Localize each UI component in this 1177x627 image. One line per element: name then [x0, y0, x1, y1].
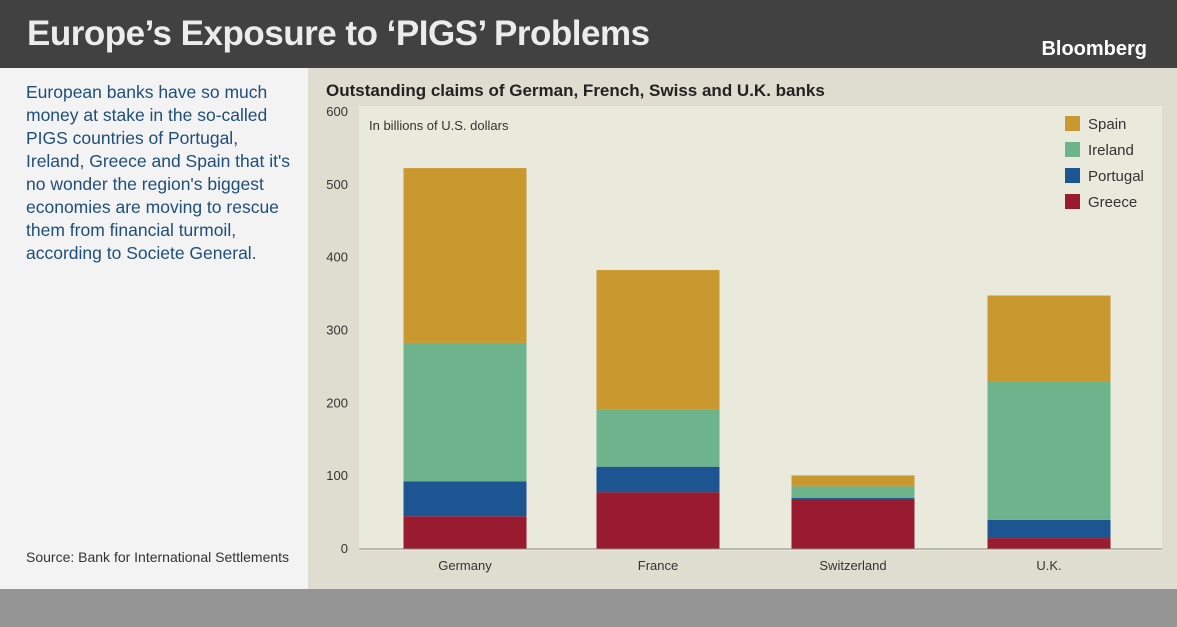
- bar-spain-uk: [987, 295, 1111, 382]
- legend-swatch-greece: [1065, 194, 1080, 209]
- bar-ireland-france: [596, 409, 720, 467]
- brand-logo: Bloomberg: [1041, 38, 1147, 60]
- footer-bar: [0, 589, 1177, 627]
- description-panel: European banks have so much money at sta…: [0, 68, 308, 589]
- legend-label-ireland: Ireland: [1088, 142, 1134, 159]
- source-note: Source: Bank for International Settlemen…: [26, 549, 290, 565]
- y-tick-label: 600: [326, 104, 348, 119]
- bar-ireland-germany: [403, 342, 527, 482]
- legend-label-spain: Spain: [1088, 116, 1126, 133]
- bar-portugal-uk: [987, 519, 1111, 539]
- y-tick-label: 500: [326, 177, 348, 192]
- bar-ireland-switzerland: [791, 486, 915, 499]
- bar-portugal-germany: [403, 481, 527, 517]
- x-tick-label: Switzerland: [819, 558, 886, 573]
- bar-portugal-france: [596, 466, 720, 493]
- description-text: European banks have so much money at sta…: [26, 82, 291, 263]
- bar-greece-uk: [987, 538, 1111, 549]
- bar-greece-france: [596, 492, 720, 549]
- units-label: In billions of U.S. dollars: [369, 118, 509, 133]
- legend-swatch-portugal: [1065, 168, 1080, 183]
- page-title: Europe’s Exposure to ‘PIGS’ Problems: [27, 14, 650, 53]
- bar-greece-germany: [403, 516, 527, 549]
- y-tick-label: 300: [326, 323, 348, 338]
- bar-spain-germany: [403, 168, 527, 343]
- legend-label-greece: Greece: [1088, 194, 1137, 211]
- stacked-bar-chart: Outstanding claims of German, French, Sw…: [326, 81, 1162, 573]
- y-axis: 0 100 200 300 400 500 600: [326, 104, 348, 556]
- y-tick-label: 100: [326, 468, 348, 483]
- bar-greece-switzerland: [791, 499, 915, 549]
- header-bar: Europe’s Exposure to ‘PIGS’ Problems Blo…: [0, 0, 1177, 68]
- x-tick-label: Germany: [438, 558, 492, 573]
- y-tick-label: 200: [326, 395, 348, 410]
- chart-panel: Outstanding claims of German, French, Sw…: [308, 68, 1177, 589]
- legend-label-portugal: Portugal: [1088, 168, 1144, 185]
- x-tick-label: France: [638, 558, 678, 573]
- chart-title: Outstanding claims of German, French, Sw…: [326, 81, 825, 100]
- bar-spain-switzerland: [791, 475, 915, 487]
- x-tick-label: U.K.: [1036, 558, 1061, 573]
- y-tick-label: 400: [326, 250, 348, 265]
- legend-swatch-spain: [1065, 116, 1080, 131]
- bar-spain-france: [596, 270, 720, 410]
- bars-group: [403, 168, 1111, 549]
- legend-swatch-ireland: [1065, 142, 1080, 157]
- legend: Spain Ireland Portugal Greece: [1065, 116, 1144, 211]
- y-tick-label: 0: [341, 541, 348, 556]
- bar-portugal-switzerland: [791, 498, 915, 500]
- bar-ireland-uk: [987, 381, 1111, 520]
- x-axis: Germany France Switzerland U.K.: [359, 548, 1162, 573]
